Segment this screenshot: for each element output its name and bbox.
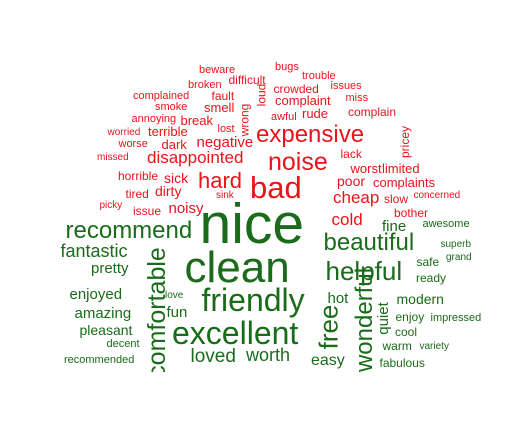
word-loud: loud (253, 83, 268, 107)
word-pricey: pricey (398, 125, 413, 159)
word-nice: nice (199, 191, 305, 256)
word-complaints: complaints (373, 174, 436, 190)
word-hot: hot (327, 289, 349, 307)
word-sick: sick (164, 170, 189, 186)
word-recommend: recommend (65, 217, 193, 244)
word-complained: complained (133, 89, 190, 102)
word-worst: worst (350, 160, 382, 176)
word-fine: fine (382, 217, 407, 235)
word-worth: worth (246, 345, 291, 365)
word-complain: complain (348, 105, 397, 119)
word-clean: clean (184, 243, 290, 292)
word-fabulous: fabulous (379, 356, 425, 370)
word-love: love (165, 290, 184, 301)
word-amazing: amazing (74, 304, 132, 322)
word-excellent: excellent (172, 315, 299, 351)
word-fault: fault (211, 89, 235, 103)
word-smoke: smoke (155, 100, 188, 113)
word-limited: limited (382, 160, 420, 176)
word-decent: decent (106, 337, 140, 350)
word-wonderful: wonderful (351, 267, 379, 372)
word-superb: superb (440, 239, 472, 250)
word-awesome: awesome (422, 217, 470, 230)
word-complaint: complaint (275, 92, 331, 108)
word-noisy: noisy (168, 199, 204, 217)
word-warm: warm (382, 339, 412, 353)
word-negative: negative (196, 133, 254, 151)
word-dark: dark (161, 136, 187, 152)
word-cold: cold (331, 209, 363, 229)
word-hard: hard (198, 168, 243, 193)
word-expensive: expensive (256, 121, 365, 148)
word-ready: ready (416, 271, 447, 285)
word-break: break (180, 112, 214, 128)
word-fantastic: fantastic (60, 241, 128, 261)
word-disappointed: disappointed (147, 147, 244, 167)
word-difficult: difficult (228, 73, 266, 87)
word-cloud-area: beware bugs broken difficult trouble fault cro… (60, 60, 482, 372)
word-impressed: impressed (430, 311, 482, 324)
word-horrible: horrible (118, 169, 159, 183)
word-bad: bad (250, 169, 302, 205)
word-recommended: recommended (64, 353, 135, 366)
word-wrong: wrong (236, 103, 251, 137)
word-loved: loved (190, 345, 236, 367)
word-missed: missed (97, 152, 129, 163)
word-worried: worried (107, 127, 141, 138)
word-friendly: friendly (201, 282, 305, 318)
word-bother: bother (394, 206, 429, 220)
word-issues: issues (330, 79, 362, 92)
word-bugs: bugs (275, 60, 299, 73)
word-worse: worse (118, 137, 148, 150)
word-safe: safe (416, 255, 440, 269)
word-rude: rude (302, 105, 329, 121)
word-lack: lack (340, 147, 362, 161)
word-poor: poor (337, 173, 366, 189)
word-tired: tired (125, 187, 149, 201)
word-free: free (312, 304, 343, 350)
word-dirty: dirty (155, 183, 182, 199)
word-variety: variety (419, 341, 449, 352)
word-picky: picky (99, 200, 123, 211)
word-cheap: cheap (333, 187, 380, 207)
word-quiet: quiet (374, 301, 392, 335)
word-enjoyed: enjoyed (69, 285, 123, 303)
word-grand: grand (446, 252, 472, 263)
word-pleasant: pleasant (79, 322, 133, 338)
word-helpful: helpful (325, 256, 403, 286)
word-concerned: concerned (413, 190, 461, 201)
word-sink: sink (216, 190, 234, 201)
word-smell: smell (204, 99, 235, 115)
word-trouble: trouble (302, 69, 336, 82)
word-cool: cool (395, 325, 418, 339)
word-issue: issue (133, 204, 162, 218)
word-lost: lost (217, 122, 235, 135)
word-beware: beware (199, 63, 236, 76)
word-slow: slow (384, 192, 409, 206)
word-terrible: terrible (148, 123, 188, 139)
word-annoying: annoying (131, 112, 177, 125)
word-beautiful: beautiful (323, 229, 415, 256)
word-fun: fun (166, 303, 188, 321)
word-modern: modern (396, 291, 444, 307)
word-miss: miss (345, 91, 369, 104)
word-awful: awful (271, 110, 297, 123)
word-pretty: pretty (91, 259, 129, 277)
word-easy: easy (311, 352, 345, 369)
word-broken: broken (188, 78, 222, 91)
word-enjoy: enjoy (395, 310, 425, 324)
word-crowded: crowded (273, 82, 319, 96)
word-noise: noise (268, 147, 328, 176)
